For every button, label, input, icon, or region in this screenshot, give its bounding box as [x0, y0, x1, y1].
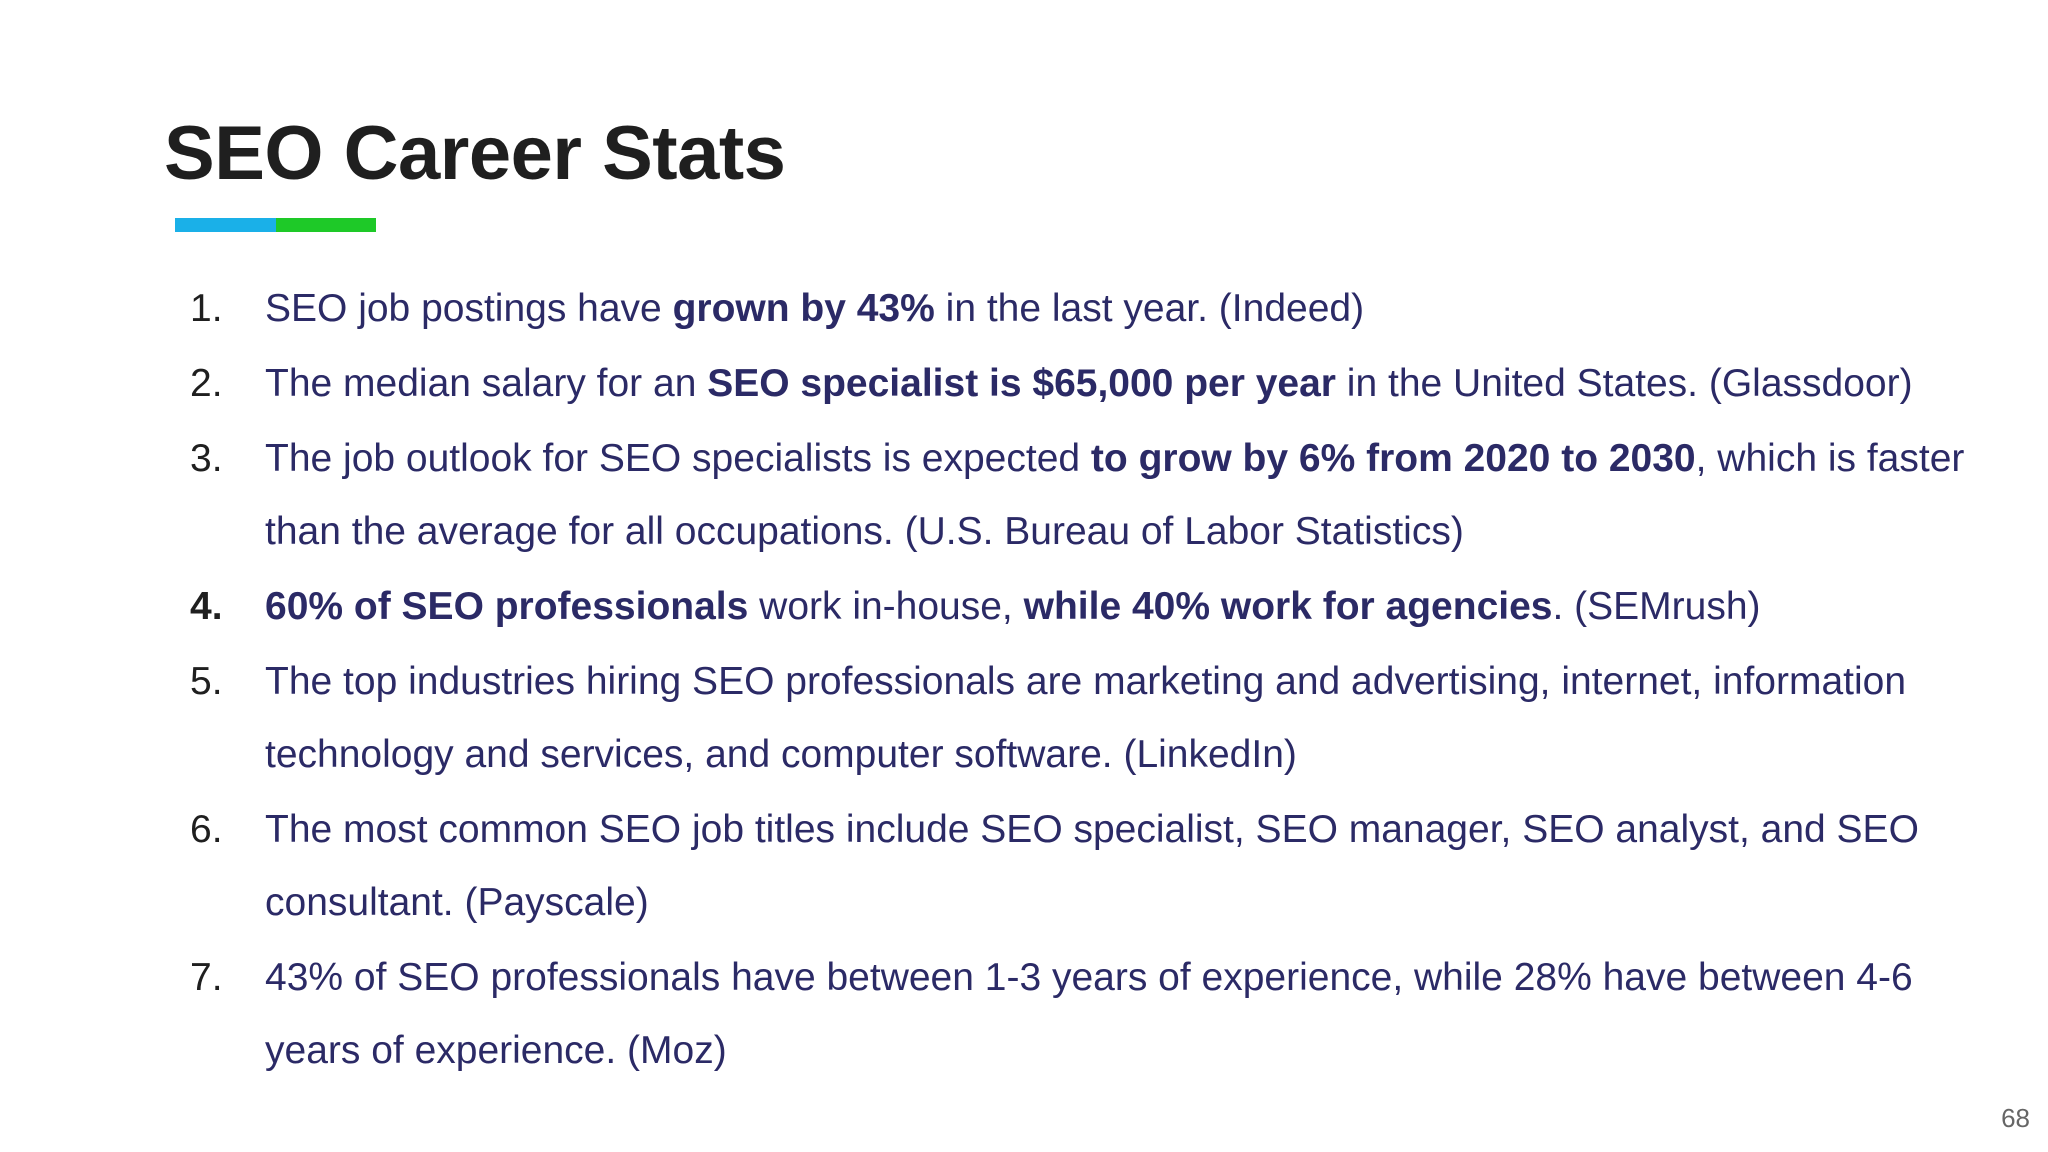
bold-segment: while 40% work for agencies: [1023, 585, 1553, 628]
text-segment: , which is faster than the average for a…: [265, 437, 1965, 553]
text-segment: in the last year. (Indeed): [934, 287, 1365, 330]
text-segment: SEO job postings have: [265, 287, 673, 330]
text-segment: work in-house,: [748, 585, 1024, 628]
list-item: 6. The most common SEO job titles includ…: [190, 793, 1970, 939]
list-item-number: 7.: [190, 956, 223, 999]
list-item-text: The most common SEO job titles include S…: [265, 793, 1970, 939]
list-item-text: SEO job postings have grown by 43% in th…: [265, 272, 1970, 345]
list-item: 4. 60% of SEO professionals work in-hous…: [190, 570, 1970, 643]
text-segment: 43% of SEO professionals have between 1-…: [265, 956, 1913, 1072]
bold-segment: 60% of SEO professionals: [265, 585, 749, 628]
list-item-text: 43% of SEO professionals have between 1-…: [265, 941, 1970, 1087]
list-item-number: 6.: [190, 808, 223, 851]
list-item-number: 1.: [190, 287, 223, 330]
list-item-text: The job outlook for SEO specialists is e…: [265, 422, 1970, 568]
bold-segment: grown by 43%: [672, 287, 935, 330]
list-item: 3. The job outlook for SEO specialists i…: [190, 422, 1970, 568]
list-item-text: The median salary for an SEO specialist …: [265, 347, 1970, 420]
text-segment: The job outlook for SEO specialists is e…: [265, 437, 1091, 480]
list-item: 2. The median salary for an SEO speciali…: [190, 347, 1970, 420]
stats-list: 1. SEO job postings have grown by 43% in…: [190, 272, 1970, 1089]
text-segment: The most common SEO job titles include S…: [265, 808, 1919, 924]
title-accent-bar: [175, 218, 376, 232]
list-item-text: 60% of SEO professionals work in-house, …: [265, 570, 1970, 643]
bold-segment: to grow by 6% from 2020 to 2030: [1090, 437, 1696, 480]
text-segment: The top industries hiring SEO profession…: [265, 660, 1907, 776]
bold-segment: SEO specialist is $65,000 per year: [707, 362, 1336, 405]
list-item-number: 4.: [190, 585, 223, 628]
list-item: 1. SEO job postings have grown by 43% in…: [190, 272, 1970, 345]
list-item-number: 5.: [190, 660, 223, 703]
accent-bar-green: [276, 218, 376, 232]
text-segment: . (SEMrush): [1552, 585, 1761, 628]
list-item: 7. 43% of SEO professionals have between…: [190, 941, 1970, 1087]
list-item-text: The top industries hiring SEO profession…: [265, 645, 1970, 791]
slide-title: SEO Career Stats: [164, 111, 786, 196]
text-segment: in the United States. (Glassdoor): [1335, 362, 1913, 405]
list-item-number: 3.: [190, 437, 223, 480]
text-segment: The median salary for an: [265, 362, 708, 405]
page-number: 68: [2001, 1103, 2030, 1133]
list-item: 5. The top industries hiring SEO profess…: [190, 645, 1970, 791]
list-item-number: 2.: [190, 362, 223, 405]
accent-bar-blue: [175, 218, 276, 232]
